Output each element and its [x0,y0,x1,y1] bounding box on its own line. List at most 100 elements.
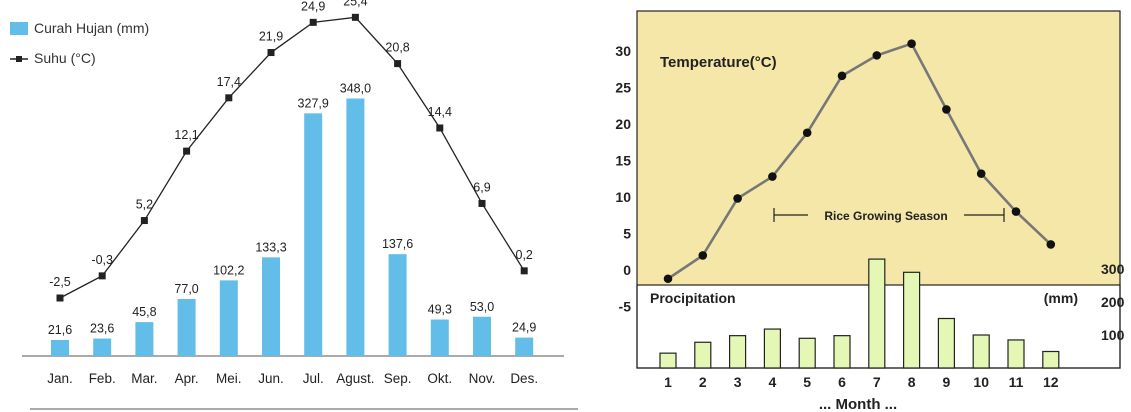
temperature-point [663,274,673,284]
month-number: 12 [1043,374,1059,390]
temperature-tick-label: 0 [623,262,631,278]
precipitation-bar [972,334,990,369]
temperature-point [1011,207,1021,216]
temperature-value-label: -2,5 [49,275,71,289]
month-number: 6 [838,374,846,390]
temperature-marker [56,294,64,302]
precipitation-bar [1007,339,1025,369]
temperature-tick-label: 15 [615,153,631,169]
precipitation-unit: (mm) [1044,290,1078,306]
rain-bar [51,340,69,356]
rain-bar [388,254,407,356]
legend-bar-swatch [10,22,28,35]
month-number: 7 [873,374,881,390]
precipitation-tick-label: 300 [1101,261,1125,277]
rice-growing-season-annotation: Rice Growing Season [773,208,1005,223]
precipitation-bar [1042,350,1060,369]
month-label: Apr. [175,371,199,386]
precipitation-label: Procipitation [650,290,736,306]
rain-bar [262,257,280,356]
temperature-point [768,172,777,181]
temperature-value-label: 6,9 [473,180,490,194]
temperature-marker [520,267,528,275]
temperature-tick-label: 5 [623,226,631,242]
temperature-point [1046,240,1056,249]
rain-value-label: 49,3 [428,303,452,317]
precipitation-bar [937,317,956,369]
season-annotation-label: Rice Growing Season [824,209,947,223]
rain-bar [135,322,154,356]
rain-value-label: 45,8 [132,305,156,319]
temperature-marker [183,147,191,155]
temperature-marker [309,18,317,26]
month-label: Nov. [469,371,496,386]
temperature-tick-label: 20 [615,116,631,132]
temperature-marker [267,49,275,57]
precipitation-tick-label: 200 [1101,294,1125,310]
legend-line-label: Suhu (°C) [34,50,96,66]
temperature-value-label: 20,8 [385,41,409,55]
month-label: Mei. [216,371,242,386]
temperature-value-label: 24,9 [301,0,325,13]
precipitation-bar [902,271,921,369]
rain-bar [93,338,112,356]
temperature-tick-label: 30 [615,43,631,59]
precipitation-bar [833,335,851,369]
month-number: 10 [973,374,989,390]
rain-bar [346,98,365,356]
rain-bar [219,280,238,356]
temperature-tick-label: -5 [619,299,632,315]
rain-bar [430,319,449,356]
month-number: 11 [1009,374,1024,390]
temperature-point [907,39,916,48]
month-label: Mar. [131,371,157,386]
rain-value-label: 133,3 [255,240,286,254]
month-label: Sep. [384,371,412,386]
rain-value-label: 327,9 [298,96,329,110]
rain-bar [304,113,323,356]
temperature-marker [436,124,444,132]
temperature-value-label: 21,9 [259,30,283,44]
temperature-point [837,71,847,81]
temperature-tick-label: 10 [615,189,631,205]
rain-value-label: 77,0 [174,282,198,296]
month-label: Jan. [47,371,73,386]
month-label: Okt. [427,371,452,386]
precipitation-bar [763,328,782,369]
temperature-point [976,169,986,178]
temperature-marker [394,60,402,68]
month-label: Jun. [258,371,284,386]
temperature-value-label: 14,4 [428,105,452,119]
temperature-tick-label: 25 [615,80,631,96]
temperature-marker [225,94,233,102]
x-axis-title: ... Month ... [819,396,897,412]
temperature-value-label: 0,2 [516,248,533,262]
precipitation-tick-label: 100 [1101,327,1125,343]
month-number: 5 [803,374,811,390]
rain-bar [177,299,196,356]
temperature-marker [351,13,359,21]
temperature-point [802,128,812,138]
rain-value-label: 137,6 [382,237,413,251]
rain-value-label: 53,0 [470,300,494,314]
precipitation-bar [659,352,677,369]
temperature-point [733,194,742,203]
temperature-marker [98,272,106,280]
rain-value-label: 348,0 [340,81,371,95]
legend-bar-label: Curah Hujan (mm) [34,20,149,36]
left-climate-chart: Curah Hujan (mm) Suhu (°C) 21,6 23,6 45,8 7… [10,0,578,410]
month-label: Feb. [89,371,116,386]
rain-value-label: 21,6 [48,323,72,337]
precipitation-bar [728,335,747,369]
month-number: 9 [943,374,951,390]
rain-value-label: 23,6 [90,322,114,336]
temperature-value-label: 25,4 [343,0,367,8]
precipitation-bar [694,341,712,369]
temperature-marker [478,199,486,207]
rain-bar [473,316,491,356]
temperature-value-label: 5,2 [136,198,153,212]
precipitation-bar [798,337,816,369]
month-number: 2 [699,374,707,390]
right-climate-chart: Temperature(°C) Procipitation (mm) 30252… [615,10,1125,412]
temperature-marker [140,217,148,225]
